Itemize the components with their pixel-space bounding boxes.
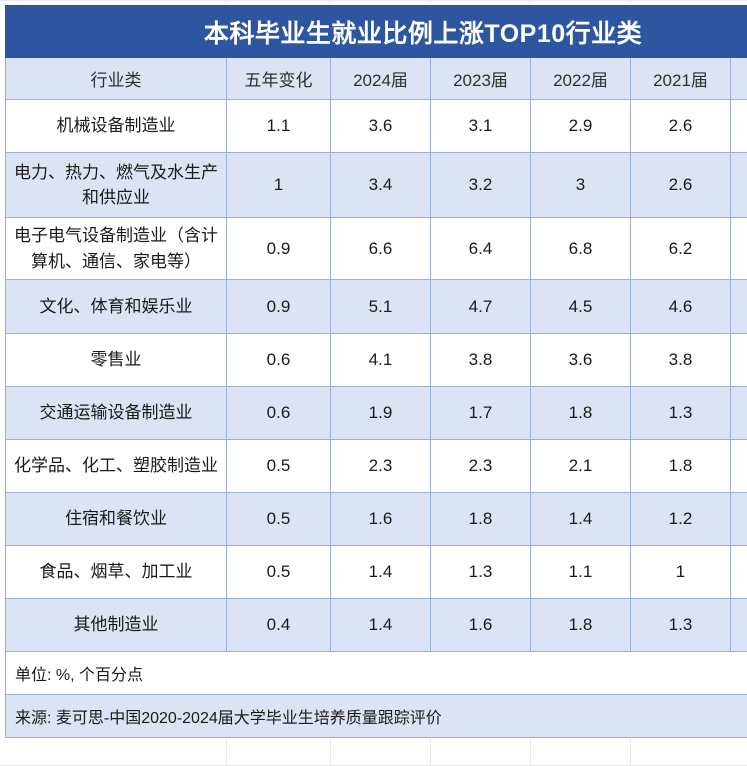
row-industry-name: 食品、烟草、加工业: [5, 545, 227, 599]
cell-2022: 2.9: [530, 99, 631, 153]
cell-2021: 1.8: [630, 439, 731, 493]
column-header-2024: 2024届: [330, 57, 431, 100]
cell-2022: 1.8: [530, 598, 631, 652]
cell-five-year: 1: [226, 152, 331, 218]
table-row: 电子电气设备制造业（含计算机、通信、家电等） 0.9 6.6 6.4 6.8 6…: [5, 217, 747, 280]
cell-2021: 2.6: [630, 99, 731, 153]
table-row: 化学品、化工、塑胶制造业 0.5 2.3 2.3 2.1 1.8 1.8: [5, 439, 747, 493]
table-row: 文化、体育和娱乐业 0.9 5.1 4.7 4.5 4.6 4.2: [5, 279, 747, 334]
cell-2023: 1.3: [430, 545, 531, 599]
cell-2020: 0.9: [730, 545, 747, 599]
column-header-2020: 2020届: [730, 57, 747, 100]
column-header-five-year: 五年变化: [226, 57, 331, 100]
cell-2022: 4.5: [530, 279, 631, 334]
cell-2023: 3.2: [430, 152, 531, 218]
cell-2022: 1.4: [530, 492, 631, 546]
table-row: 住宿和餐饮业 0.5 1.6 1.8 1.4 1.2 1.1: [5, 492, 747, 546]
cell-2024: 1.4: [330, 545, 431, 599]
table-row: 其他制造业 0.4 1.4 1.6 1.8 1.3 1: [5, 598, 747, 652]
table-row: 机械设备制造业 1.1 3.6 3.1 2.9 2.6 2.5: [5, 99, 747, 153]
cell-five-year: 0.4: [226, 598, 331, 652]
unit-note: 单位: %, 个百分点: [5, 651, 747, 695]
source-note-row: 来源: 麦可思-中国2020-2024届大学毕业生培养质量跟踪评价: [5, 694, 747, 738]
column-header-industry: 行业类: [5, 57, 227, 100]
cell-2020: 4.2: [730, 279, 747, 334]
row-industry-name: 化学品、化工、塑胶制造业: [5, 439, 227, 493]
row-industry-name: 电力、热力、燃气及水生产和供应业: [5, 152, 227, 218]
row-industry-name: 机械设备制造业: [5, 99, 227, 153]
cell-2024: 3.4: [330, 152, 431, 218]
table-row: 交通运输设备制造业 0.6 1.9 1.7 1.8 1.3 1.3: [5, 386, 747, 440]
cell-2022: 3.6: [530, 333, 631, 387]
column-header-2022: 2022届: [530, 57, 631, 100]
cell-2021: 3.8: [630, 333, 731, 387]
cell-2024: 1.9: [330, 386, 431, 440]
cell-2023: 2.3: [430, 439, 531, 493]
cell-2021: 1.3: [630, 598, 731, 652]
row-industry-name: 文化、体育和娱乐业: [5, 279, 227, 334]
cell-2022: 2.1: [530, 439, 631, 493]
cell-2024: 3.6: [330, 99, 431, 153]
cell-2021: 2.6: [630, 152, 731, 218]
row-industry-name: 电子电气设备制造业（含计算机、通信、家电等）: [5, 217, 227, 280]
cell-2020: 3.5: [730, 333, 747, 387]
table-row: 零售业 0.6 4.1 3.8 3.6 3.8 3.5: [5, 333, 747, 387]
cell-2021: 6.2: [630, 217, 731, 280]
cell-2021: 1.3: [630, 386, 731, 440]
cell-2024: 4.1: [330, 333, 431, 387]
cell-five-year: 0.5: [226, 492, 331, 546]
cell-five-year: 0.5: [226, 545, 331, 599]
cell-2022: 1.1: [530, 545, 631, 599]
cell-five-year: 1.1: [226, 99, 331, 153]
cell-2024: 5.1: [330, 279, 431, 334]
cell-2020: 1: [730, 598, 747, 652]
cell-2020: 5.7: [730, 217, 747, 280]
cell-2024: 1.6: [330, 492, 431, 546]
cell-2023: 1.6: [430, 598, 531, 652]
column-header-2021: 2021届: [630, 57, 731, 100]
table-row: 电力、热力、燃气及水生产和供应业 1 3.4 3.2 3 2.6 2.4: [5, 152, 747, 218]
cell-2023: 6.4: [430, 217, 531, 280]
column-header-2023: 2023届: [430, 57, 531, 100]
employment-report-table: 本科毕业生就业比例上涨TOP10行业类 行业类 五年变化 2024届 2023届…: [5, 5, 747, 738]
cell-five-year: 0.5: [226, 439, 331, 493]
cell-2021: 1.2: [630, 492, 731, 546]
cell-2022: 6.8: [530, 217, 631, 280]
cell-2023: 1.7: [430, 386, 531, 440]
cell-2020: 2.5: [730, 99, 747, 153]
cell-2023: 4.7: [430, 279, 531, 334]
cell-2022: 1.8: [530, 386, 631, 440]
row-industry-name: 住宿和餐饮业: [5, 492, 227, 546]
cell-2021: 1: [630, 545, 731, 599]
row-industry-name: 其他制造业: [5, 598, 227, 652]
cell-2024: 6.6: [330, 217, 431, 280]
row-industry-name: 零售业: [5, 333, 227, 387]
source-note: 来源: 麦可思-中国2020-2024届大学毕业生培养质量跟踪评价: [5, 694, 747, 738]
cell-2023: 3.1: [430, 99, 531, 153]
cell-2021: 4.6: [630, 279, 731, 334]
cell-2020: 2.4: [730, 152, 747, 218]
cell-2020: 1.3: [730, 386, 747, 440]
cell-five-year: 0.9: [226, 217, 331, 280]
cell-2022: 3: [530, 152, 631, 218]
row-industry-name: 交通运输设备制造业: [5, 386, 227, 440]
cell-five-year: 0.6: [226, 333, 331, 387]
cell-five-year: 0.9: [226, 279, 331, 334]
cell-five-year: 0.6: [226, 386, 331, 440]
table-row: 食品、烟草、加工业 0.5 1.4 1.3 1.1 1 0.9: [5, 545, 747, 599]
page-title: 本科毕业生就业比例上涨TOP10行业类: [5, 5, 747, 58]
cell-2024: 2.3: [330, 439, 431, 493]
cell-2023: 1.8: [430, 492, 531, 546]
unit-note-row: 单位: %, 个百分点: [5, 651, 747, 695]
cell-2024: 1.4: [330, 598, 431, 652]
cell-2023: 3.8: [430, 333, 531, 387]
table-header-row: 行业类 五年变化 2024届 2023届 2022届 2021届 2020届: [5, 57, 747, 100]
cell-2020: 1.8: [730, 439, 747, 493]
cell-2020: 1.1: [730, 492, 747, 546]
table-title-row: 本科毕业生就业比例上涨TOP10行业类: [5, 5, 747, 58]
